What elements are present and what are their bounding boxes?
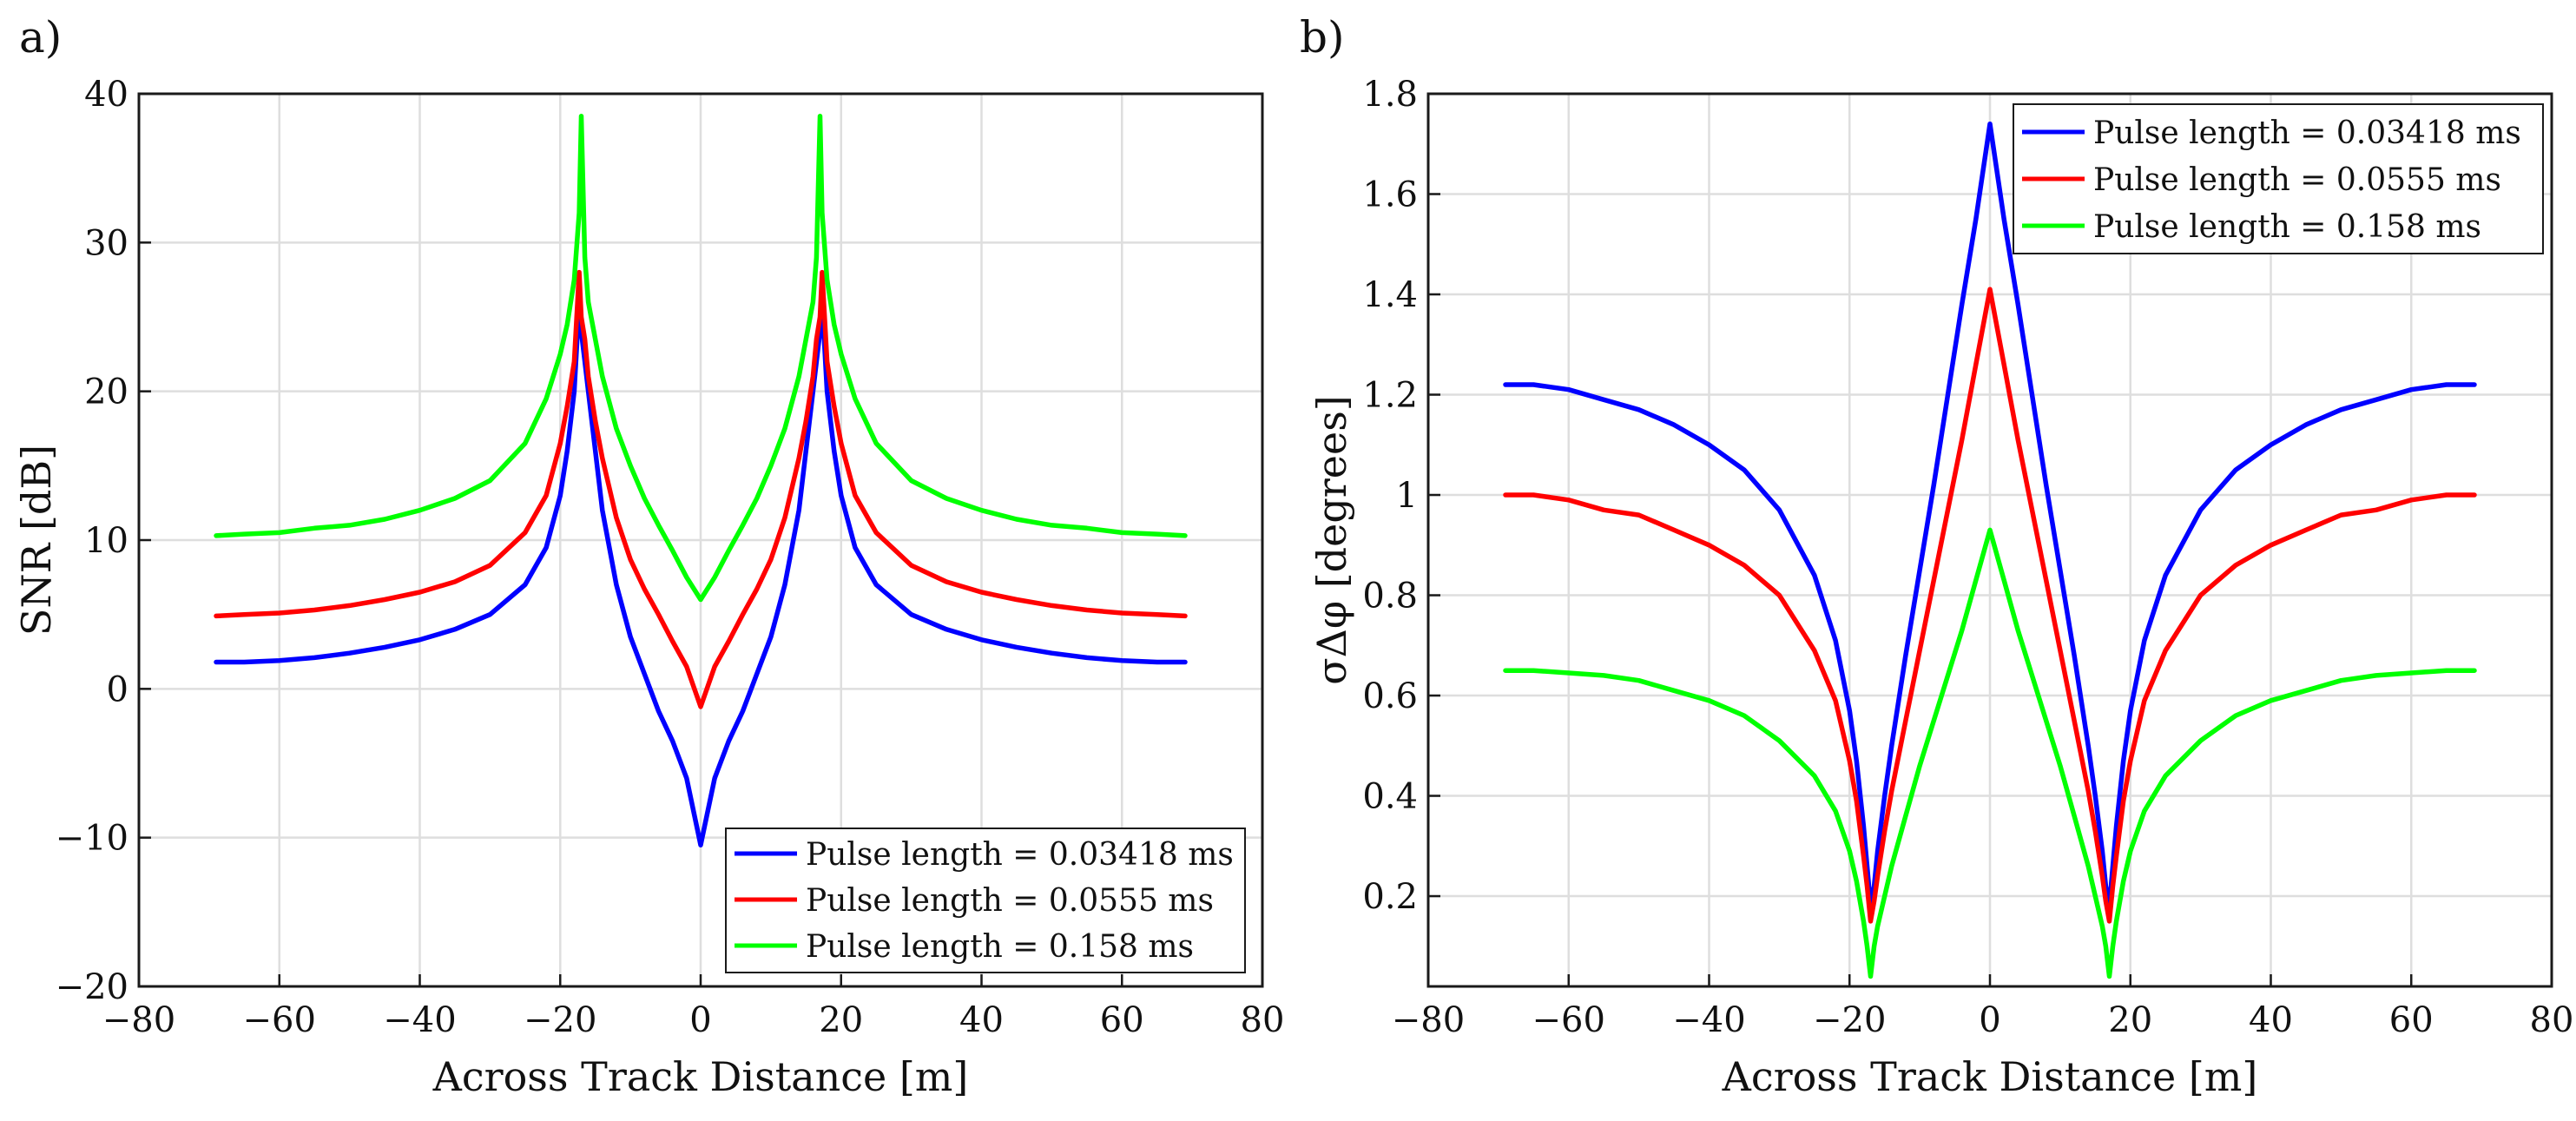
y-tick-label-a-0: −20: [56, 967, 128, 1007]
y-tick-labels-a: −20 −10 0 10 20 30 40: [56, 75, 128, 1007]
y-tick-label-b-6: 1.4: [1362, 275, 1418, 315]
axes-box-a: [137, 92, 1264, 988]
y-tick-label-b-7: 1.6: [1362, 175, 1418, 215]
legend-label-b-0: Pulse length = 0.03418 ms: [2093, 115, 2521, 151]
y-tick-label-b-4: 1: [1396, 476, 1418, 516]
y-tick-label-a-2: 0: [107, 669, 128, 709]
y-tick-labels-b: 0.2 0.4 0.6 0.8 1 1.2 1.4 1.6 1.8: [1362, 75, 1418, 917]
y-tick-label-a-1: −10: [56, 819, 128, 859]
y-tick-label-b-1: 0.4: [1362, 777, 1418, 817]
legend-b: Pulse length = 0.03418 ms Pulse length =…: [2013, 103, 2544, 254]
panel-b: b) −80 −60 −40 −20 0 20 40 60 80 0.2 0.4 0.6 0.8 1 1.…: [1300, 12, 2573, 1100]
y-tick-label-a-6: 40: [84, 75, 128, 115]
x-tick-label-a-8: 80: [1241, 1000, 1285, 1040]
x-tick-label-b-3: −20: [1813, 1000, 1886, 1040]
x-tick-label-b-4: 0: [1979, 1000, 2000, 1040]
y-tick-label-a-3: 10: [84, 521, 128, 561]
y-tick-label-b-3: 0.8: [1362, 577, 1418, 617]
x-tick-label-b-2: −40: [1672, 1000, 1745, 1040]
panel-label-b: b): [1300, 12, 1345, 63]
x-tick-label-b-6: 40: [2249, 1000, 2293, 1040]
x-tick-label-b-8: 80: [2530, 1000, 2574, 1040]
x-tick-labels-a: −80 −60 −40 −20 0 20 40 60 80: [102, 1000, 1285, 1040]
legend-label-a-0: Pulse length = 0.03418 ms: [806, 837, 1234, 873]
x-tick-label-a-3: −20: [524, 1000, 596, 1040]
y-tick-label-b-5: 1.2: [1362, 376, 1418, 416]
x-axis-label-a: Across Track Distance [m]: [432, 1053, 969, 1100]
series-lines-a: [214, 113, 1188, 847]
x-tick-labels-b: −80 −60 −40 −20 0 20 40 60 80: [1392, 1000, 2574, 1040]
legend-label-a-1: Pulse length = 0.0555 ms: [806, 883, 1214, 919]
x-tick-label-b-0: −80: [1392, 1000, 1465, 1040]
legend-label-a-2: Pulse length = 0.158 ms: [806, 929, 1194, 965]
x-tick-label-a-6: 40: [959, 1000, 1004, 1040]
panel-label-a: a): [19, 12, 62, 63]
x-tick-label-b-5: 20: [2108, 1000, 2152, 1040]
y-tick-label-a-5: 30: [84, 223, 128, 263]
y-tick-label-b-0: 0.2: [1362, 877, 1418, 917]
axes-box-b: [1426, 92, 2553, 988]
legend-a: Pulse length = 0.03418 ms Pulse length =…: [725, 828, 1246, 973]
x-tick-label-a-1: −60: [243, 1000, 316, 1040]
x-tick-label-a-5: 20: [819, 1000, 863, 1040]
series-line-b-1: [1503, 287, 2477, 924]
y-axis-label-a: SNR [dB]: [13, 445, 60, 636]
y-tick-label-b-2: 0.6: [1362, 676, 1418, 716]
legend-box-b: [2013, 103, 2544, 254]
panel-a: a) −80 −60 −40 −20 0 20 40 60 80 −20 −10 0 10 20 30 40…: [13, 12, 1284, 1100]
x-tick-label-a-4: 0: [689, 1000, 711, 1040]
x-tick-label-a-7: 60: [1100, 1000, 1144, 1040]
x-axis-label-b: Across Track Distance [m]: [1722, 1053, 2258, 1100]
series-line-a-2: [214, 113, 1188, 603]
y-tick-label-a-4: 20: [84, 373, 128, 412]
legend-label-b-2: Pulse length = 0.158 ms: [2093, 209, 2481, 245]
series-line-a-0: [214, 300, 1188, 847]
x-tick-label-b-7: 60: [2389, 1000, 2434, 1040]
x-tick-label-b-1: −60: [1532, 1000, 1605, 1040]
y-axis-label-b: σΔφ [degrees]: [1308, 395, 1355, 685]
series-lines-b: [1503, 121, 2477, 979]
y-tick-label-b-8: 1.8: [1362, 75, 1418, 115]
x-tick-label-a-2: −40: [383, 1000, 456, 1040]
series-line-b-0: [1503, 121, 2477, 909]
legend-label-b-1: Pulse length = 0.0555 ms: [2093, 162, 2501, 198]
legend-box-a: [725, 828, 1246, 973]
series-line-a-1: [214, 269, 1188, 709]
series-line-b-2: [1503, 527, 2477, 979]
x-tick-label-a-0: −80: [102, 1000, 175, 1040]
